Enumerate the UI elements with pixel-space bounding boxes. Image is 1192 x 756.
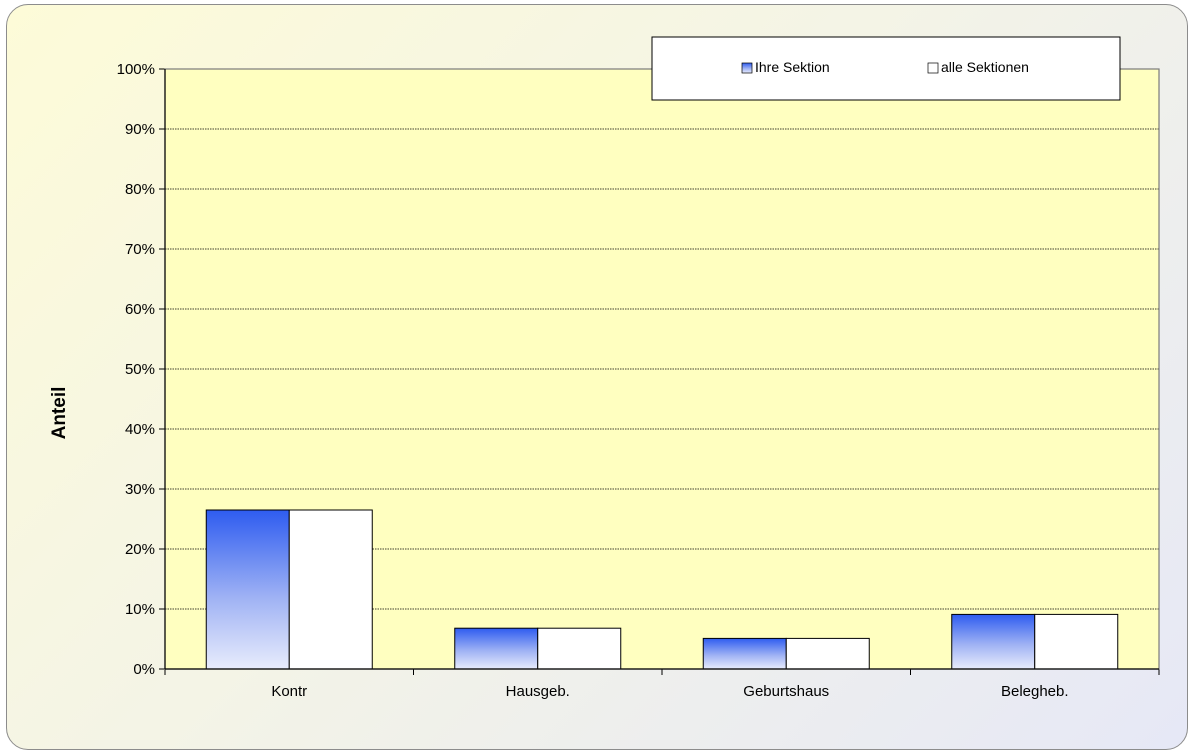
y-axis-title: Anteil	[49, 387, 70, 440]
legend-swatch-ihre-sektion	[741, 62, 753, 74]
y-tick-label: 20%	[125, 541, 155, 558]
legend-label-ihre-sektion: Ihre Sektion	[755, 59, 830, 75]
bar-alle-sektionen	[1034, 613, 1119, 670]
bar-alle-sektionen	[785, 637, 870, 670]
legend-swatch-alle-sektionen	[927, 62, 939, 74]
chart-frame: 0% 10% 20% 30% 40% 50% 60% 70% 80% 90% 100% Kontr Ha…	[6, 4, 1188, 750]
bar-ihre-sektion	[702, 637, 787, 670]
bar-alle-sektionen	[288, 509, 373, 670]
bar-ihre-sektion	[205, 509, 290, 670]
legend-label-alle-sektionen: alle Sektionen	[941, 59, 1029, 75]
legend: Ihre Sektion alle Sektionen	[651, 36, 1121, 101]
legend-box	[651, 36, 1121, 101]
bars	[205, 509, 1119, 670]
y-tick-label: 100%	[117, 61, 155, 78]
y-tick-label: 70%	[125, 241, 155, 258]
bar-ihre-sektion	[951, 613, 1036, 670]
bar-alle-sektionen	[537, 627, 622, 670]
y-tick-label: 90%	[125, 121, 155, 138]
y-tick-label: 30%	[125, 481, 155, 498]
y-tick-label: 0%	[133, 661, 155, 678]
x-tick-label: Geburtshaus	[743, 683, 829, 700]
x-tick-label: Belegheb.	[1001, 683, 1069, 700]
x-tick-label: Hausgeb.	[506, 683, 570, 700]
bar-ihre-sektion	[454, 627, 539, 670]
y-tick-label: 80%	[125, 181, 155, 198]
y-tick-label: 40%	[125, 421, 155, 438]
y-tick-label: 10%	[125, 601, 155, 618]
y-tick-label: 50%	[125, 361, 155, 378]
x-tick-label: Kontr	[271, 683, 307, 700]
bar-chart: 0% 10% 20% 30% 40% 50% 60% 70% 80% 90% 100% Kontr Ha…	[49, 36, 1160, 700]
y-tick-label: 60%	[125, 301, 155, 318]
axes: 0% 10% 20% 30% 40% 50% 60% 70% 80% 90% 100% Kontr Ha…	[117, 61, 1160, 700]
